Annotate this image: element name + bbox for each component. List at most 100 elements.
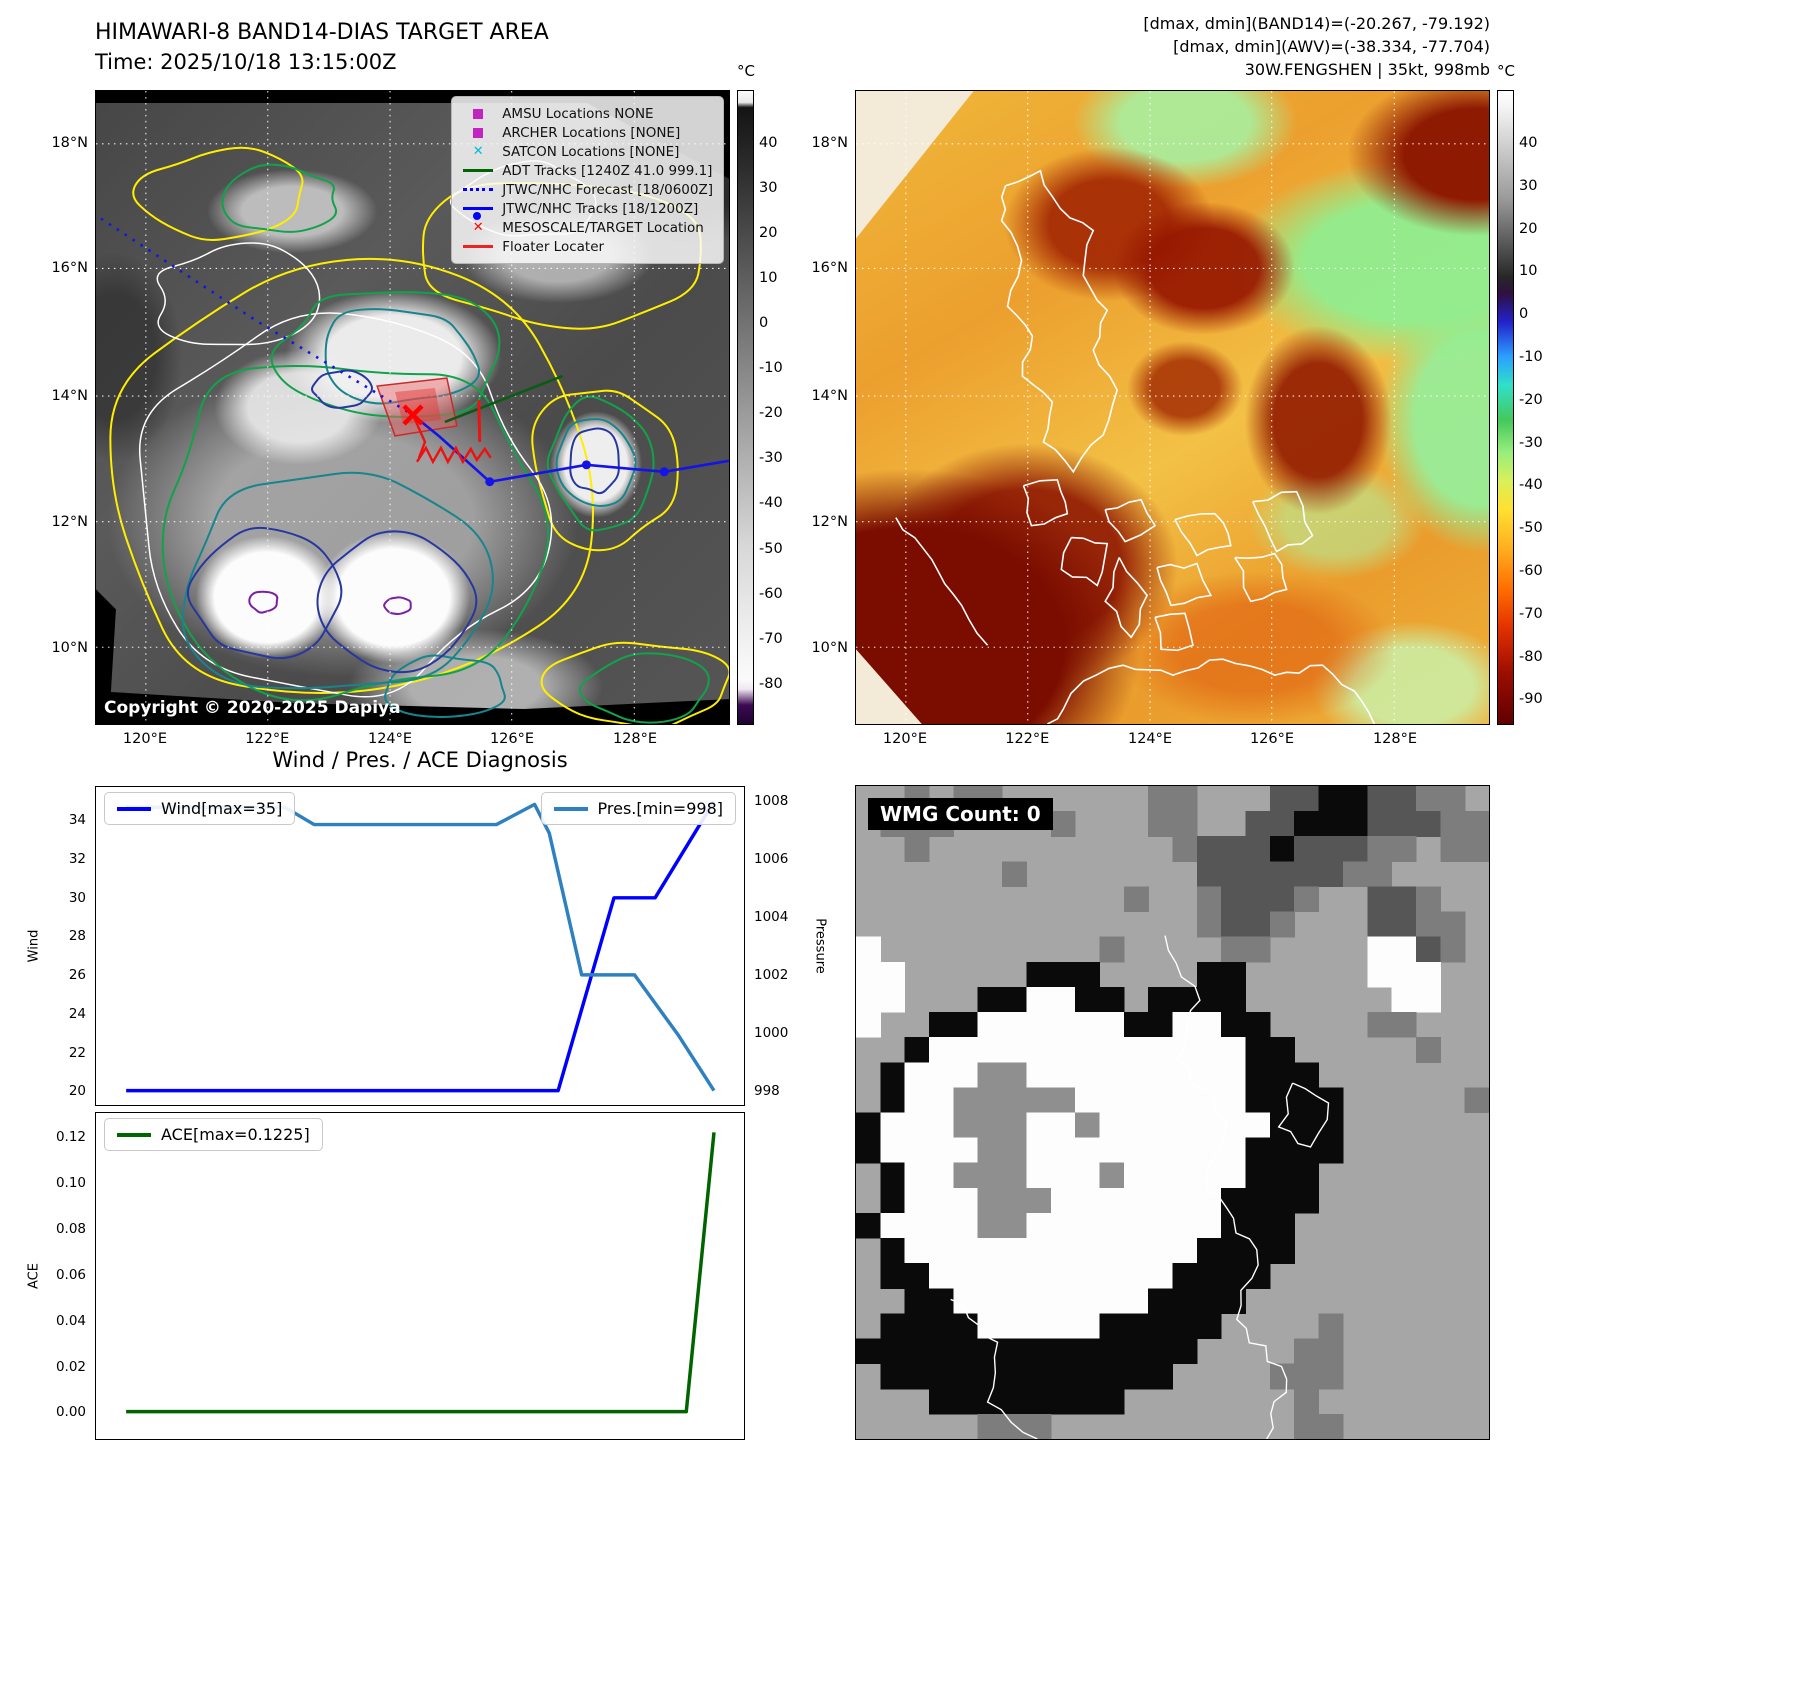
lon-tick-label: 128°E	[612, 731, 658, 747]
coastline	[1060, 536, 1109, 587]
y-tick-label: 1008	[754, 792, 789, 809]
lon-tick-label: 122°E	[1005, 731, 1050, 747]
y-tick-label: 1006	[754, 850, 789, 867]
map-legend: AMSU Locations NONE ARCHER Locations [NON…	[451, 96, 724, 264]
legend-item: JTWC/NHC Forecast [18/0600Z]	[462, 180, 713, 199]
line-marker-icon	[462, 245, 494, 248]
y-tick-label: 1004	[754, 908, 789, 925]
lat-tick-label: 16°N	[51, 259, 88, 276]
awv-longitude-axis: 120°E 122°E 124°E 126°E 128°E	[855, 731, 1490, 751]
coastline	[1164, 935, 1288, 1439]
lat-tick-label: 12°N	[51, 513, 88, 530]
y-tick-label: 1000	[754, 1025, 789, 1042]
legend-item: ARCHER Locations [NONE]	[462, 123, 713, 142]
lon-tick-label: 124°E	[1127, 731, 1173, 747]
band14-time-label: Time: 2025/10/18 13:15:00Z	[95, 50, 397, 74]
coastline	[1154, 612, 1194, 652]
coastline	[1082, 658, 1376, 724]
colorbar-tick-label: 20	[1519, 220, 1538, 237]
colorbar-tick-label: -40	[759, 495, 783, 512]
x-marker-icon: ✕	[472, 220, 484, 235]
awv-colorbar-unit: °C	[1497, 62, 1515, 80]
legend-label: JTWC/NHC Forecast [18/0600Z]	[502, 181, 713, 198]
colorbar-tick-label: 0	[759, 315, 769, 332]
awv-colorbar	[1497, 90, 1514, 725]
lon-tick-label: 126°E	[489, 731, 535, 747]
colorbar-tick-label: 40	[1519, 135, 1538, 152]
colorbar-tick-label: -70	[759, 630, 783, 647]
x-marker-icon: ✕	[472, 144, 484, 159]
coastline	[1104, 557, 1149, 639]
legend-item: JTWC/NHC Tracks [18/1200Z]	[462, 199, 713, 220]
legend-text: Pres.[min=998]	[597, 799, 723, 818]
awv-overlay	[856, 91, 1489, 724]
y-tick-label: 28	[68, 928, 86, 945]
colorbar-tick-label: -30	[759, 450, 783, 467]
ace-chart: ACE[max=0.1225] ACE 0.00 0.02 0.04 0.06 0.08…	[20, 1112, 850, 1440]
legend-label: Floater Locater	[502, 238, 605, 255]
coastline	[1047, 680, 1084, 724]
square-marker-icon	[462, 127, 494, 138]
wind-pressure-series	[126, 800, 716, 1093]
diagnosis-title: Wind / Pres. / ACE Diagnosis	[272, 748, 568, 772]
adt-track	[444, 374, 563, 424]
lon-tick-label: 120°E	[882, 731, 928, 747]
ace-plot-area: ACE[max=0.1225]	[95, 1112, 745, 1440]
y-tick-label: 32	[68, 850, 86, 867]
y-tick-label: 0.12	[55, 1129, 86, 1146]
y-tick-label: 26	[68, 967, 86, 984]
chart-legend: Pres.[min=998]	[540, 792, 736, 825]
lat-tick-label: 16°N	[811, 259, 848, 276]
chart-legend: Wind[max=35]	[104, 792, 296, 825]
coastline	[1156, 562, 1213, 607]
series-line	[126, 1132, 716, 1414]
square-marker-icon	[462, 108, 494, 119]
copyright-watermark: Copyright © 2020-2025 Dapiya	[104, 698, 401, 718]
colorbar-tick-label: -60	[1519, 563, 1543, 579]
coastline	[895, 517, 989, 646]
lat-tick-label: 10°N	[811, 639, 848, 656]
coastline	[1104, 498, 1157, 543]
y-tick-label: 22	[68, 1044, 86, 1061]
coastline	[1000, 169, 1119, 474]
colorbar-tick-label: 30	[1519, 177, 1538, 194]
awv-satellite-map	[855, 90, 1490, 725]
colorbar-tick-label: -20	[1519, 391, 1543, 408]
colorbar-tick-label: -30	[1519, 434, 1543, 451]
band14-satellite-map: AMSU Locations NONE ARCHER Locations [NON…	[95, 90, 730, 725]
lat-tick-label: 12°N	[811, 513, 848, 530]
colorbar-tick-label: -10	[1519, 349, 1543, 366]
coastline	[1022, 478, 1069, 527]
y-tick-label: 0.08	[55, 1220, 86, 1237]
band14-colorbar-unit: °C	[737, 62, 755, 80]
colorbar-tick-label: -90	[1519, 691, 1543, 708]
y-tick-label: 0.10	[55, 1175, 86, 1192]
series-line	[126, 802, 716, 1092]
colorbar-tick-label: -50	[1519, 520, 1543, 537]
legend-item: ✕ MESOSCALE/TARGET Location	[462, 218, 713, 237]
coastline	[1174, 512, 1232, 557]
y-tick-label: 0.02	[55, 1358, 86, 1375]
line-marker-icon	[462, 169, 494, 172]
y-tick-label: 34	[68, 811, 86, 828]
lat-tick-label: 14°N	[811, 388, 848, 404]
legend-text: Wind[max=35]	[161, 799, 283, 818]
legend-label: SATCON Locations [NONE]	[502, 143, 680, 160]
colorbar-tick-label: 40	[759, 135, 778, 152]
jtwc-track	[412, 413, 729, 484]
dmax-dmin-band14: [dmax, dmin](BAND14)=(-20.267, -79.192)	[1143, 14, 1490, 33]
colorbar-tick-label: -80	[759, 675, 783, 692]
y-tick-label: 30	[68, 889, 86, 906]
series-line	[126, 800, 716, 1093]
legend-item: AMSU Locations NONE	[462, 104, 713, 123]
y-tick-label: 998	[754, 1083, 780, 1100]
colorbar-tick-label: -80	[1519, 648, 1543, 665]
wind-pressure-chart: Wind[max=35] Pres.[min=998] Wind Pressure…	[20, 786, 850, 1106]
legend-line-sample	[117, 1132, 151, 1137]
colorbar-tick-label: 30	[759, 180, 778, 197]
legend-text: ACE[max=0.1225]	[161, 1125, 310, 1144]
awv-colorbar-ticks: 40 30 20 10 0 -10 -20 -30 -40 -50 -60 -70 -80 -90	[1519, 90, 1565, 725]
wind-pressure-plot-area: Wind[max=35] Pres.[min=998]	[95, 786, 745, 1106]
colorbar-tick-label: 0	[1519, 306, 1529, 323]
ace-series	[126, 1132, 716, 1414]
